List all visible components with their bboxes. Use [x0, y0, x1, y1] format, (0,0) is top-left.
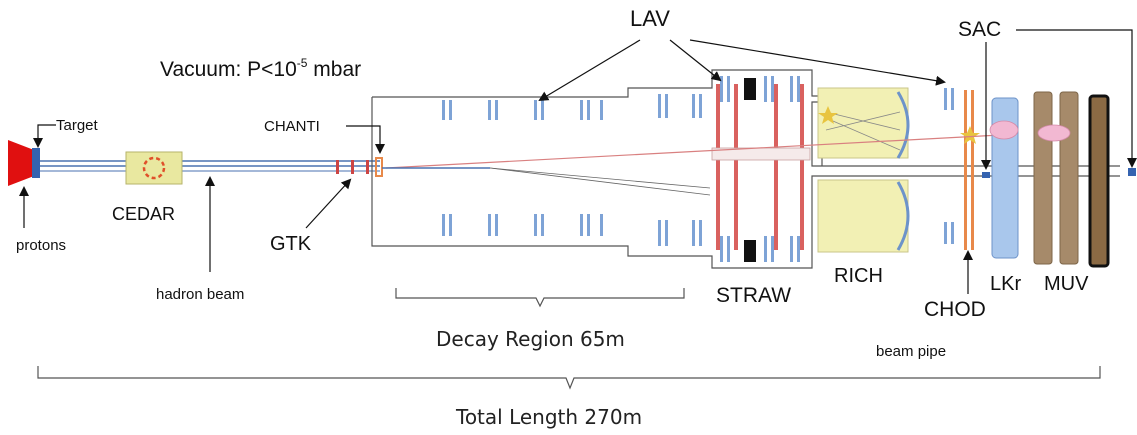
- vacuum-label: Vacuum: P<10-5 mbar: [160, 56, 361, 81]
- gtk-label: GTK: [270, 233, 312, 255]
- rich-star-icon: [818, 106, 838, 124]
- gtk-station: [336, 160, 339, 174]
- chod-detector: [960, 90, 980, 250]
- chanti-label: CHANTI: [264, 118, 320, 135]
- muv-label: MUV: [1044, 273, 1089, 295]
- cedar-label: CEDAR: [112, 204, 175, 224]
- gtk-station: [366, 160, 369, 174]
- gtk-arrow: [305, 178, 352, 229]
- decay-tracks: [382, 134, 1001, 196]
- sac-pointer: [1016, 29, 1137, 168]
- sac-label: SAC: [958, 18, 1001, 41]
- straw-label: STRAW: [716, 284, 791, 307]
- rich-detector: [817, 87, 910, 253]
- lav-lower: [442, 214, 954, 262]
- total-length-bracket: [37, 366, 1101, 390]
- beam-pipe-label: beam pipe: [876, 343, 946, 360]
- target-block: [32, 148, 40, 178]
- protons-label: protons: [16, 237, 66, 254]
- straw-magnet: [744, 78, 756, 100]
- lav-upper: [442, 76, 954, 120]
- rich-label: RICH: [834, 265, 883, 287]
- lkr-shower-icon: [989, 120, 1019, 140]
- gtk-station: [351, 160, 354, 174]
- sac-marker: [982, 172, 990, 178]
- lav-label: LAV: [630, 6, 670, 31]
- proton-beam-icon: [8, 140, 34, 186]
- lkr-calorimeter: [989, 97, 1019, 259]
- lav-pointer: [669, 39, 722, 82]
- target-label: Target: [56, 117, 99, 134]
- straw-chambers: [711, 78, 811, 262]
- lav-pointer: [689, 39, 946, 86]
- chanti-pointer: [346, 125, 385, 154]
- target-pointer: [33, 124, 56, 148]
- lkr-label: LKr: [990, 273, 1021, 295]
- muv-shower-icon: [1037, 124, 1071, 142]
- decay-region-label: Decay Region 65m: [436, 327, 625, 351]
- sac-marker: [1128, 168, 1136, 176]
- cedar-ring-icon: [142, 156, 166, 180]
- lav-pointer: [538, 39, 641, 102]
- chod-label: CHOD: [924, 298, 986, 321]
- straw-magnet: [744, 240, 756, 262]
- chod-star-icon: [960, 126, 980, 144]
- decay-region-bracket: [395, 288, 685, 308]
- total-length-label: Total Length 270m: [455, 405, 642, 429]
- upstream-beamline: [8, 140, 383, 186]
- muv-detector: [1033, 91, 1110, 268]
- chanti-detector: [375, 157, 383, 177]
- hadron-beam-label: hadron beam: [156, 286, 244, 303]
